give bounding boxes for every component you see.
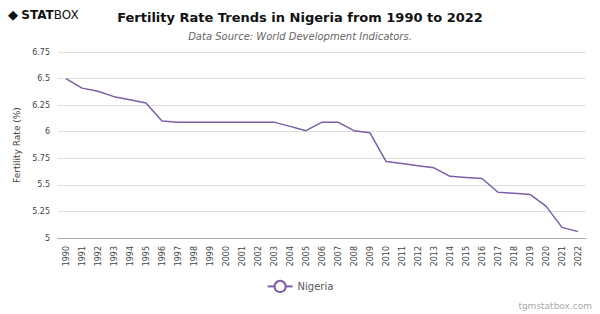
svg-text:2004: 2004 xyxy=(286,246,295,266)
svg-text:2002: 2002 xyxy=(254,246,263,266)
svg-text:2001: 2001 xyxy=(238,246,247,266)
svg-text:STAT: STAT xyxy=(21,8,54,22)
svg-text:Data Source: World Development: Data Source: World Development Indicator… xyxy=(188,31,412,42)
svg-text:5.75: 5.75 xyxy=(32,154,50,163)
svg-text:2021: 2021 xyxy=(558,246,567,266)
svg-text:1995: 1995 xyxy=(142,246,151,266)
svg-text:1997: 1997 xyxy=(174,246,183,266)
svg-text:1990: 1990 xyxy=(62,246,71,266)
svg-text:2022: 2022 xyxy=(574,246,583,266)
svg-text:Fertility Rate (%): Fertility Rate (%) xyxy=(12,107,22,183)
svg-text:1993: 1993 xyxy=(110,246,119,266)
svg-text:1996: 1996 xyxy=(158,246,167,266)
svg-text:2005: 2005 xyxy=(302,246,311,266)
svg-text:2016: 2016 xyxy=(478,246,487,266)
svg-text:1994: 1994 xyxy=(126,246,135,266)
svg-text:2015: 2015 xyxy=(462,246,471,266)
svg-text:6.5: 6.5 xyxy=(37,74,50,83)
svg-text:1991: 1991 xyxy=(78,246,87,266)
svg-text:5: 5 xyxy=(45,234,50,243)
svg-text:2018: 2018 xyxy=(510,246,519,266)
svg-text:2010: 2010 xyxy=(382,246,391,266)
svg-text:◆: ◆ xyxy=(8,7,18,22)
svg-text:5.5: 5.5 xyxy=(37,180,50,189)
svg-text:2007: 2007 xyxy=(334,246,343,266)
svg-text:2009: 2009 xyxy=(366,246,375,266)
svg-text:Fertility Rate Trends in Niger: Fertility Rate Trends in Nigeria from 19… xyxy=(117,10,483,25)
svg-text:2008: 2008 xyxy=(350,246,359,266)
svg-text:2014: 2014 xyxy=(446,246,455,266)
svg-text:1992: 1992 xyxy=(94,246,103,266)
svg-text:2019: 2019 xyxy=(526,246,535,266)
svg-text:2020: 2020 xyxy=(542,246,551,266)
svg-text:Nigeria: Nigeria xyxy=(298,281,334,292)
svg-text:5.25: 5.25 xyxy=(32,207,50,216)
svg-text:6: 6 xyxy=(45,127,50,136)
svg-text:6.25: 6.25 xyxy=(32,101,50,110)
svg-text:BOX: BOX xyxy=(54,8,79,22)
svg-text:1999: 1999 xyxy=(206,246,215,266)
svg-text:tgmstatbox.com: tgmstatbox.com xyxy=(518,301,592,311)
svg-text:2013: 2013 xyxy=(430,246,439,266)
svg-text:6.75: 6.75 xyxy=(32,48,50,57)
svg-text:2012: 2012 xyxy=(414,246,423,266)
svg-text:2011: 2011 xyxy=(398,246,407,266)
svg-text:2006: 2006 xyxy=(318,246,327,266)
svg-text:2017: 2017 xyxy=(494,246,503,266)
svg-text:2003: 2003 xyxy=(270,246,279,266)
svg-text:2000: 2000 xyxy=(222,246,231,266)
svg-text:1998: 1998 xyxy=(190,246,199,266)
